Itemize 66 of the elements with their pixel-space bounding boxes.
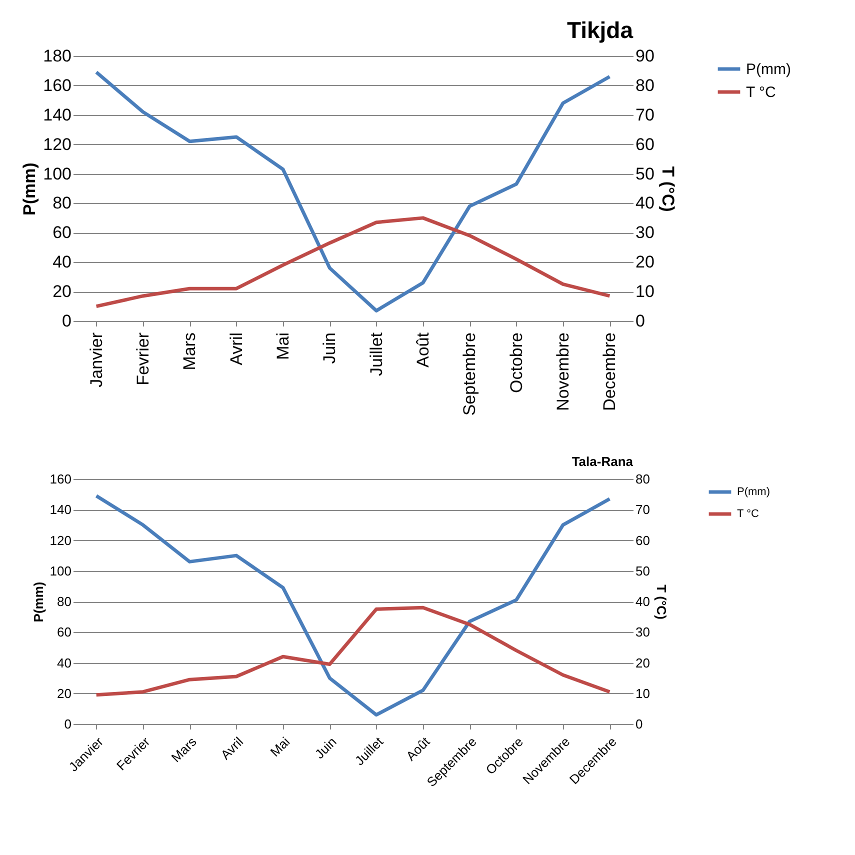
x-tick-label: Septembre xyxy=(460,332,480,416)
y2-tick-label: 0 xyxy=(636,716,643,732)
y2-axis-title: T (°C) xyxy=(658,166,678,212)
y-tick-label: 80 xyxy=(52,194,72,213)
y-tick-label: 100 xyxy=(50,563,72,578)
y2-axis-title: T (°C) xyxy=(654,584,669,620)
y-tick-label: 60 xyxy=(57,624,72,640)
y-tick-label: 0 xyxy=(64,716,72,732)
x-tick-label: Avril xyxy=(226,332,246,366)
y2-tick-label: 10 xyxy=(636,686,650,701)
y2-tick-label: 10 xyxy=(636,282,654,302)
y2-tick-label: 60 xyxy=(636,532,650,548)
y-axis-title: P(mm) xyxy=(30,582,46,622)
y-tick-label: 40 xyxy=(52,252,72,272)
line-series xyxy=(94,606,612,697)
x-tick-label: Novembre xyxy=(554,332,572,411)
y-tick-label: 180 xyxy=(43,46,72,66)
y2-tick-label: 90 xyxy=(636,46,654,66)
y-tick-label: 80 xyxy=(57,594,72,609)
x-tick-label: Août xyxy=(414,332,432,368)
y-tick-label: 20 xyxy=(52,282,72,302)
x-tick-label: Mai xyxy=(274,332,292,360)
y-tick-label: 160 xyxy=(50,472,72,486)
legend-label: P(mm) xyxy=(737,486,770,498)
y2-tick-label: 40 xyxy=(636,594,650,609)
y-tick-label: 40 xyxy=(57,655,72,670)
y2-tick-label: 50 xyxy=(636,563,650,578)
x-tick-label: Fevrier xyxy=(134,332,152,386)
y-tick-label: 140 xyxy=(43,105,72,124)
y2-tick-label: 60 xyxy=(636,134,654,154)
chart-title: Tala-Rana xyxy=(572,454,634,469)
y2-tick-label: 30 xyxy=(636,223,654,242)
legend-label: T °C xyxy=(737,508,759,520)
x-tick-label: Mai xyxy=(267,734,293,760)
y2-tick-label: 80 xyxy=(636,472,650,486)
y-tick-label: 60 xyxy=(52,223,72,242)
y2-tick-label: 70 xyxy=(636,502,650,518)
y-tick-label: 160 xyxy=(43,76,72,95)
x-tick-label: Janvier xyxy=(86,332,106,388)
y-tick-label: 120 xyxy=(43,134,72,154)
y2-tick-label: 20 xyxy=(636,655,650,670)
y2-tick-label: 50 xyxy=(636,164,654,184)
line-series xyxy=(94,494,612,717)
x-tick-label: Juin xyxy=(312,734,340,762)
y-axis-title: P(mm) xyxy=(20,162,40,216)
y2-tick-label: 30 xyxy=(636,624,650,640)
y-tick-label: 120 xyxy=(50,532,72,548)
y2-tick-label: 70 xyxy=(636,105,654,124)
y-tick-label: 0 xyxy=(62,312,72,330)
chart-title: Tikjda xyxy=(566,17,634,43)
legend-label: T °C xyxy=(746,84,776,101)
x-tick-label: Decembre xyxy=(600,332,620,411)
x-tick-label: Octobre xyxy=(506,332,526,393)
x-tick-label: Juin xyxy=(320,332,340,364)
y2-tick-label: 80 xyxy=(636,76,654,95)
y-tick-label: 140 xyxy=(50,502,72,518)
y2-tick-label: 20 xyxy=(636,252,654,272)
x-tick-label: Mars xyxy=(180,332,200,370)
legend-label: P(mm) xyxy=(746,61,791,78)
y-tick-label: 100 xyxy=(43,164,72,184)
line-series xyxy=(94,70,612,312)
line-series xyxy=(94,216,612,308)
y2-tick-label: 0 xyxy=(636,312,645,330)
x-tick-label: Juillet xyxy=(366,332,386,376)
y2-tick-label: 40 xyxy=(636,194,654,213)
y-tick-label: 20 xyxy=(57,686,72,701)
